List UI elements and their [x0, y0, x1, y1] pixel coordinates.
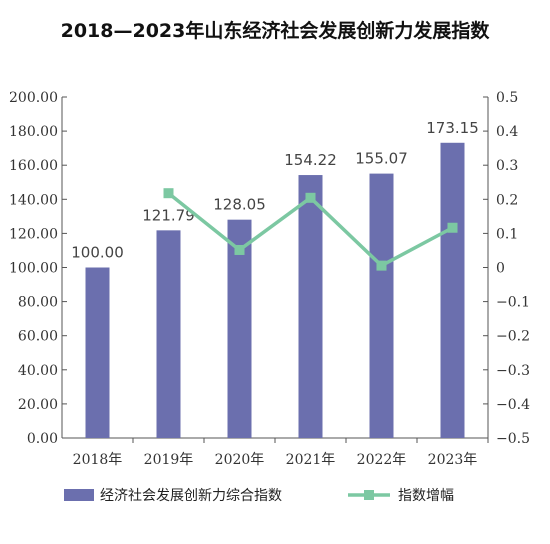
chart-title: 2018—2023年山东经济社会发展创新力发展指数 — [60, 20, 490, 42]
growth-point — [163, 188, 174, 199]
right-tick-label: −0.2 — [496, 329, 530, 345]
legend-line-label: 指数增幅 — [398, 488, 454, 504]
left-tick-label: 80.00 — [18, 295, 58, 311]
x-tick-label: 2021年 — [286, 452, 336, 468]
right-tick-label: −0.3 — [496, 363, 530, 379]
right-tick-label: 0.2 — [496, 192, 518, 208]
right-tick-label: 0.3 — [496, 158, 518, 174]
x-tick-label: 2018年 — [73, 452, 123, 468]
left-tick-label: 40.00 — [18, 363, 58, 379]
x-tick-label: 2020年 — [215, 452, 265, 468]
bar-value-label: 121.79 — [142, 206, 195, 224]
right-tick-label: 0 — [496, 261, 505, 277]
growth-point — [234, 244, 245, 255]
right-tick-label: −0.4 — [496, 397, 530, 413]
growth-point — [447, 222, 458, 233]
growth-point — [376, 260, 387, 271]
right-tick-label: −0.1 — [496, 295, 530, 311]
legend-bar-swatch — [64, 489, 94, 501]
legend-line-marker — [364, 490, 374, 500]
bar-value-label: 100.00 — [71, 244, 124, 262]
left-tick-label: 20.00 — [18, 397, 58, 413]
bar-value-label: 128.05 — [213, 196, 266, 214]
bar-value-label: 173.15 — [426, 119, 479, 137]
growth-point — [305, 192, 316, 203]
x-tick-label: 2019年 — [144, 452, 194, 468]
bar — [156, 230, 181, 438]
left-tick-label: 180.00 — [9, 124, 58, 140]
legend-bar-label: 经济社会发展创新力综合指数 — [100, 488, 282, 504]
bar — [298, 175, 323, 438]
right-tick-label: 0.5 — [496, 90, 518, 106]
bar — [85, 267, 110, 438]
left-tick-label: 140.00 — [9, 192, 58, 208]
left-tick-label: 120.00 — [9, 226, 58, 242]
x-tick-label: 2023年 — [428, 452, 478, 468]
left-tick-label: 200.00 — [9, 90, 58, 106]
left-tick-label: 60.00 — [18, 329, 58, 345]
bar-value-label: 155.07 — [355, 150, 408, 168]
x-tick-label: 2022年 — [357, 452, 407, 468]
left-tick-label: 100.00 — [9, 261, 58, 277]
right-tick-label: 0.1 — [496, 226, 518, 242]
bar — [440, 142, 465, 439]
right-tick-label: 0.4 — [496, 124, 518, 140]
left-tick-label: 160.00 — [9, 158, 58, 174]
left-tick-label: 0.00 — [27, 431, 58, 447]
bar — [369, 173, 394, 438]
bar — [227, 219, 252, 438]
right-tick-label: −0.5 — [496, 431, 530, 447]
bar-value-label: 154.22 — [284, 151, 337, 169]
